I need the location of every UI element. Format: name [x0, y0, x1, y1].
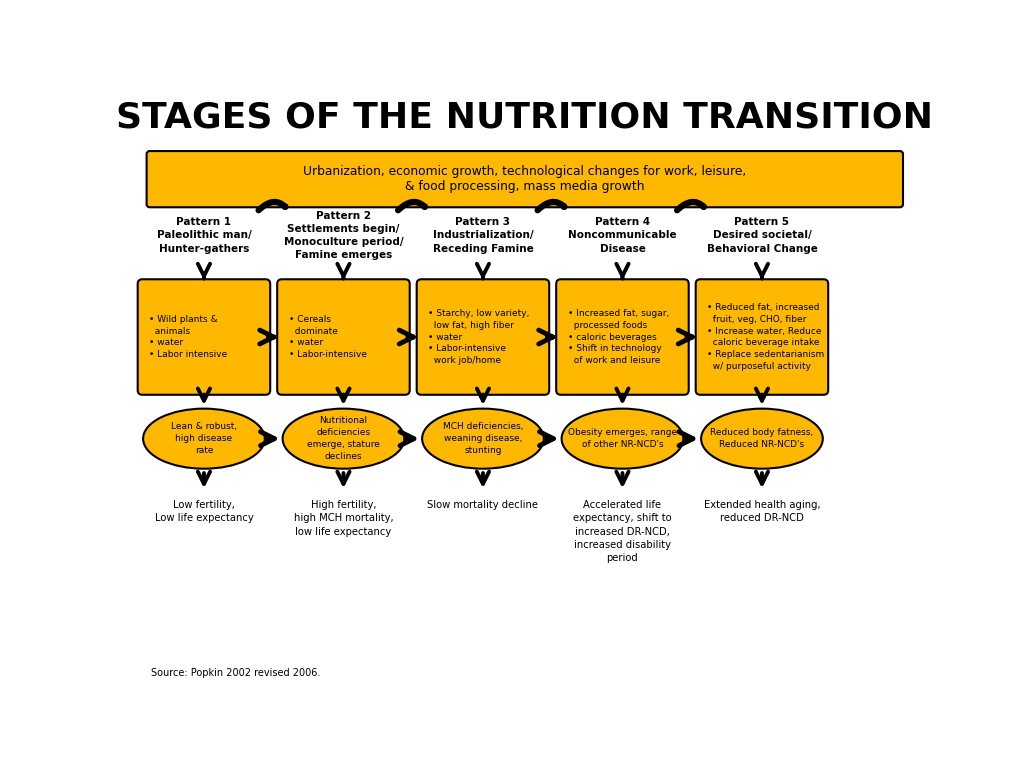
Text: Lean & robust,
high disease
rate: Lean & robust, high disease rate — [171, 422, 237, 455]
FancyBboxPatch shape — [417, 280, 549, 395]
Text: STAGES OF THE NUTRITION TRANSITION: STAGES OF THE NUTRITION TRANSITION — [117, 101, 933, 134]
Ellipse shape — [422, 409, 544, 468]
FancyArrowPatch shape — [259, 202, 286, 210]
Text: Obesity emerges, range
of other NR-NCD's: Obesity emerges, range of other NR-NCD's — [568, 429, 677, 449]
Ellipse shape — [283, 409, 404, 468]
Ellipse shape — [561, 409, 683, 468]
Text: • Reduced fat, increased
  fruit, veg, CHO, fiber
• Increase water, Reduce
  cal: • Reduced fat, increased fruit, veg, CHO… — [708, 303, 824, 371]
FancyBboxPatch shape — [556, 280, 689, 395]
FancyArrowPatch shape — [538, 202, 564, 210]
Text: Pattern 5
Desired societal/
Behavioral Change: Pattern 5 Desired societal/ Behavioral C… — [707, 217, 817, 253]
Text: Pattern 3
Industrialization/
Receding Famine: Pattern 3 Industrialization/ Receding Fa… — [432, 217, 534, 253]
Text: Source: Popkin 2002 revised 2006.: Source: Popkin 2002 revised 2006. — [152, 668, 321, 678]
FancyArrowPatch shape — [398, 202, 425, 210]
FancyBboxPatch shape — [146, 151, 903, 207]
Text: • Cereals
  dominate
• water
• Labor-intensive: • Cereals dominate • water • Labor-inten… — [289, 315, 367, 359]
Text: Urbanization, economic growth, technological changes for work, leisure,
& food p: Urbanization, economic growth, technolog… — [303, 165, 746, 194]
Text: Extended health aging,
reduced DR-NCD: Extended health aging, reduced DR-NCD — [703, 500, 820, 524]
Text: Pattern 1
Paleolithic man/
Hunter-gathers: Pattern 1 Paleolithic man/ Hunter-gather… — [157, 217, 251, 253]
FancyBboxPatch shape — [695, 280, 828, 395]
Text: • Starchy, low variety,
  low fat, high fiber
• water
• Labor-intensive
  work j: • Starchy, low variety, low fat, high fi… — [428, 309, 529, 365]
FancyArrowPatch shape — [677, 202, 703, 210]
Text: Low fertility,
Low life expectancy: Low fertility, Low life expectancy — [155, 500, 253, 524]
Ellipse shape — [701, 409, 823, 468]
Text: • Increased fat, sugar,
  processed foods
• caloric beverages
• Shift in technol: • Increased fat, sugar, processed foods … — [568, 309, 669, 365]
Text: • Wild plants &
  animals
• water
• Labor intensive: • Wild plants & animals • water • Labor … — [150, 315, 227, 359]
FancyBboxPatch shape — [137, 280, 270, 395]
Text: MCH deficiencies,
weaning disease,
stunting: MCH deficiencies, weaning disease, stunt… — [442, 422, 523, 455]
Text: High fertility,
high MCH mortality,
low life expectancy: High fertility, high MCH mortality, low … — [294, 500, 393, 537]
Text: Pattern 4
Noncommunicable
Disease: Pattern 4 Noncommunicable Disease — [568, 217, 677, 253]
FancyBboxPatch shape — [278, 280, 410, 395]
Text: Slow mortality decline: Slow mortality decline — [427, 500, 539, 510]
Text: Reduced body fatness,
Reduced NR-NCD's: Reduced body fatness, Reduced NR-NCD's — [711, 429, 814, 449]
Text: Nutritional
deficiencies
emerge, stature
declines: Nutritional deficiencies emerge, stature… — [307, 416, 380, 461]
Text: Accelerated life
expectancy, shift to
increased DR-NCD,
increased disability
per: Accelerated life expectancy, shift to in… — [573, 500, 672, 563]
Ellipse shape — [143, 409, 265, 468]
Text: Pattern 2
Settlements begin/
Monoculture period/
Famine emerges: Pattern 2 Settlements begin/ Monoculture… — [284, 210, 403, 260]
